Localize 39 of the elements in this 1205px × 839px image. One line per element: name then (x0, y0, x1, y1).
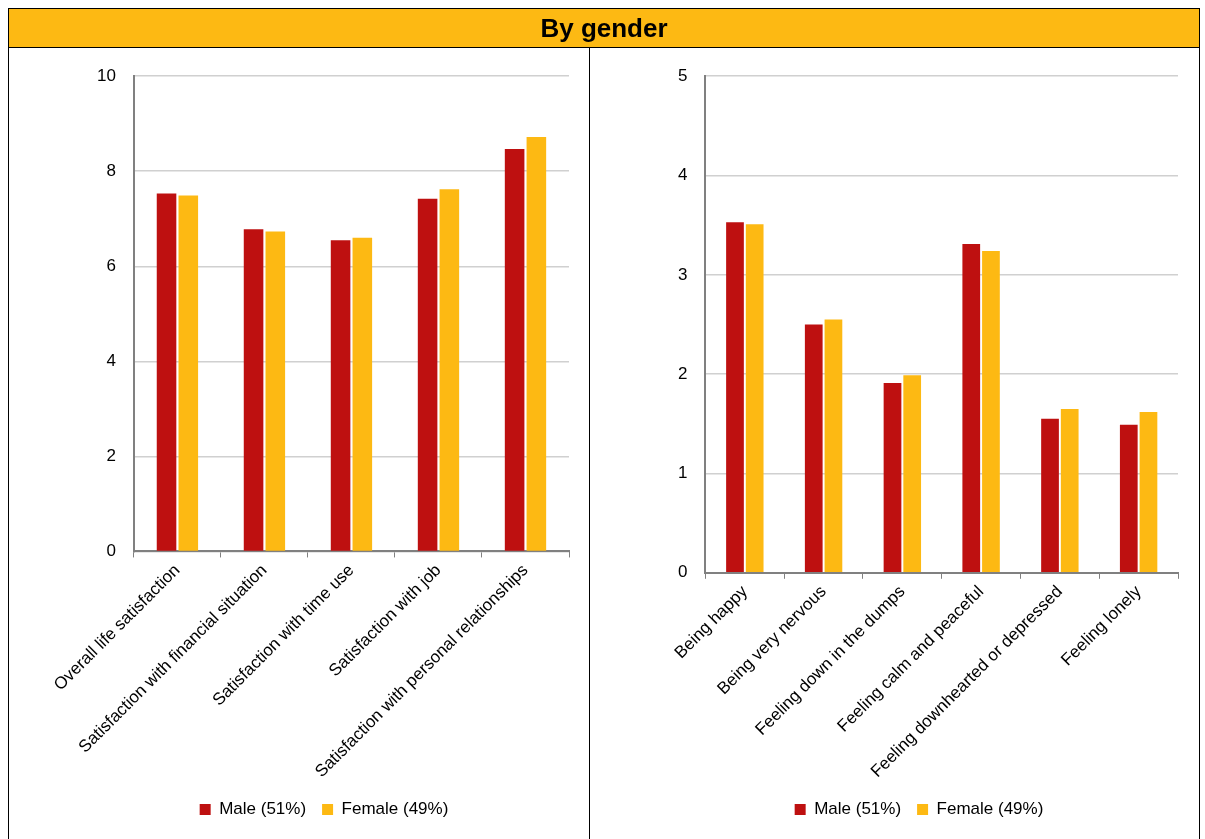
y-tick-label: 2 (106, 446, 116, 466)
bar (243, 229, 264, 551)
bar (962, 244, 981, 573)
bar (1139, 411, 1158, 573)
bar (1119, 424, 1138, 573)
bar (1041, 418, 1059, 573)
y-tick-label: 2 (677, 363, 688, 383)
bar (903, 375, 922, 573)
bar (883, 383, 902, 573)
bar (330, 240, 351, 551)
legend-label: Female (49%) (341, 799, 449, 819)
bar (178, 195, 199, 551)
bar (439, 189, 460, 551)
bar (504, 148, 525, 551)
bar (745, 224, 764, 573)
bar (804, 324, 823, 573)
y-tick-label: 5 (677, 65, 688, 85)
y-tick-label: 4 (106, 351, 116, 371)
y-tick-label: 1 (677, 463, 688, 483)
bar (824, 319, 843, 573)
bar (982, 251, 1000, 573)
y-tick-label: 8 (106, 160, 116, 180)
bar (526, 137, 547, 551)
legend-label: Female (49%) (936, 799, 1044, 819)
y-tick-label: 6 (106, 255, 116, 275)
bar (352, 237, 373, 551)
bar (417, 198, 438, 551)
bar (1060, 408, 1079, 573)
y-tick-label: 10 (96, 65, 116, 85)
y-tick-label: 0 (677, 562, 688, 582)
bar (156, 193, 177, 551)
chart-title: By gender (9, 9, 1199, 48)
legend-label: Male (51%) (219, 799, 307, 819)
legend-label: Male (51%) (814, 799, 902, 819)
y-tick-label: 0 (106, 541, 116, 561)
y-tick-label: 3 (677, 264, 688, 284)
y-tick-label: 4 (677, 165, 688, 185)
bar (726, 222, 744, 573)
bar (265, 231, 286, 551)
